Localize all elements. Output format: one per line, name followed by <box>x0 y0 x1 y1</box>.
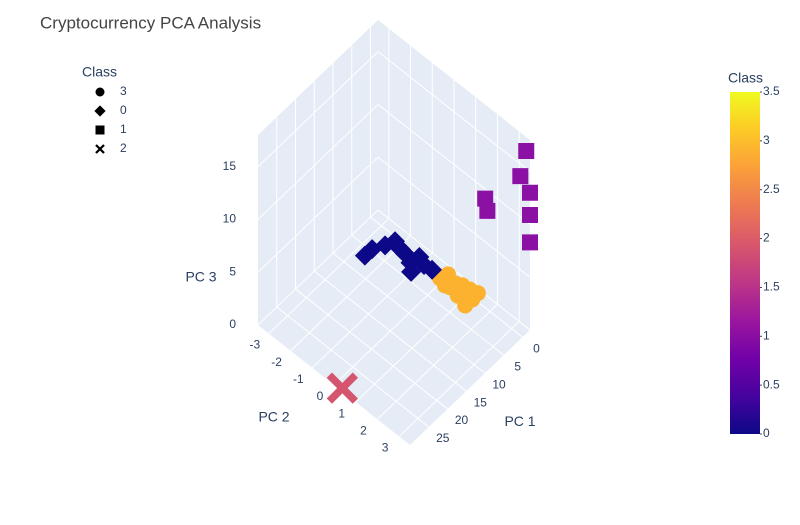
grid-line <box>333 269 455 386</box>
point <box>518 142 535 159</box>
legend-label[interactable]: 3 <box>120 84 127 98</box>
legend-item[interactable]: 2 <box>95 141 127 155</box>
legend-symbol <box>95 125 105 135</box>
x-tick-label: 25 <box>436 431 450 445</box>
colorbar-title: Class <box>728 70 763 86</box>
z-tick-label: 15 <box>223 159 237 173</box>
colorbar-tick-label: 0.5 <box>763 377 780 391</box>
grid-line <box>257 156 379 273</box>
wall <box>258 20 378 325</box>
grid-line <box>257 104 379 220</box>
point <box>522 184 538 201</box>
grid-line <box>268 218 390 334</box>
point <box>326 372 358 404</box>
grid-line <box>257 51 379 168</box>
grid-line <box>257 209 379 326</box>
legend-item[interactable]: 1 <box>95 122 128 136</box>
y-tick-label: 3 <box>382 441 389 455</box>
chart-title: Cryptocurrency PCA Analysis <box>40 13 261 32</box>
colorbar-tick-label: 2.5 <box>763 182 780 196</box>
legend-label[interactable]: 1 <box>120 122 127 136</box>
grid-line <box>377 303 498 420</box>
x-tick-label: 0 <box>533 341 540 355</box>
x-tick-label: 20 <box>455 413 469 427</box>
point <box>479 202 496 219</box>
legend-item[interactable]: 3 <box>95 84 128 98</box>
colorbar-tick-label: 3.5 <box>763 84 780 98</box>
z-tick-label: 10 <box>223 212 237 226</box>
point <box>437 277 454 294</box>
point <box>522 234 538 251</box>
grid-line <box>377 51 531 173</box>
legend-label[interactable]: 2 <box>120 141 127 155</box>
legend-label[interactable]: 0 <box>120 103 127 117</box>
colorbar-tick-label: 0 <box>763 426 770 440</box>
legend-title: Class <box>82 64 117 80</box>
z-tick-label: 5 <box>229 264 236 278</box>
legend-symbol <box>95 87 105 97</box>
y-tick-label: 0 <box>317 389 324 403</box>
y-tick-label: 2 <box>360 423 367 437</box>
legend-item[interactable]: 0 <box>94 103 127 117</box>
legend-symbol <box>95 144 105 154</box>
colorbar: Class 0 0.5 1 1.5 2 2.5 3 3.5 <box>728 70 780 440</box>
y-tick-label: -2 <box>271 355 282 369</box>
point <box>522 206 538 223</box>
z-tick-label: 0 <box>229 317 236 331</box>
x-tick-label: 10 <box>492 377 506 391</box>
point <box>422 259 443 280</box>
y-axis-title: PC 2 <box>258 409 289 425</box>
x-axis-title: PC 1 <box>504 413 535 429</box>
legend-symbol <box>94 105 106 117</box>
point <box>477 190 494 207</box>
point <box>457 297 474 314</box>
colorbar-tick-label: 3 <box>763 133 770 147</box>
grid-line <box>355 286 477 403</box>
colorbar-tick-label: 2 <box>763 231 770 245</box>
z-axis-title: PC 3 <box>185 269 216 285</box>
y-tick-label: -3 <box>250 338 261 352</box>
grid-line <box>398 321 520 437</box>
x-tick-label: 5 <box>514 359 521 373</box>
x-tick-label: 15 <box>474 395 488 409</box>
grid-line <box>377 104 531 225</box>
y-tick-label: 1 <box>338 406 345 420</box>
colorbar-tick-label: 1.5 <box>763 280 780 294</box>
point <box>512 168 529 185</box>
y-tick-label: -1 <box>293 372 304 386</box>
colorbar-gradient <box>730 92 760 434</box>
grid-line <box>290 235 411 352</box>
grid-line <box>377 156 531 278</box>
colorbar-tick-label: 1 <box>763 328 770 342</box>
